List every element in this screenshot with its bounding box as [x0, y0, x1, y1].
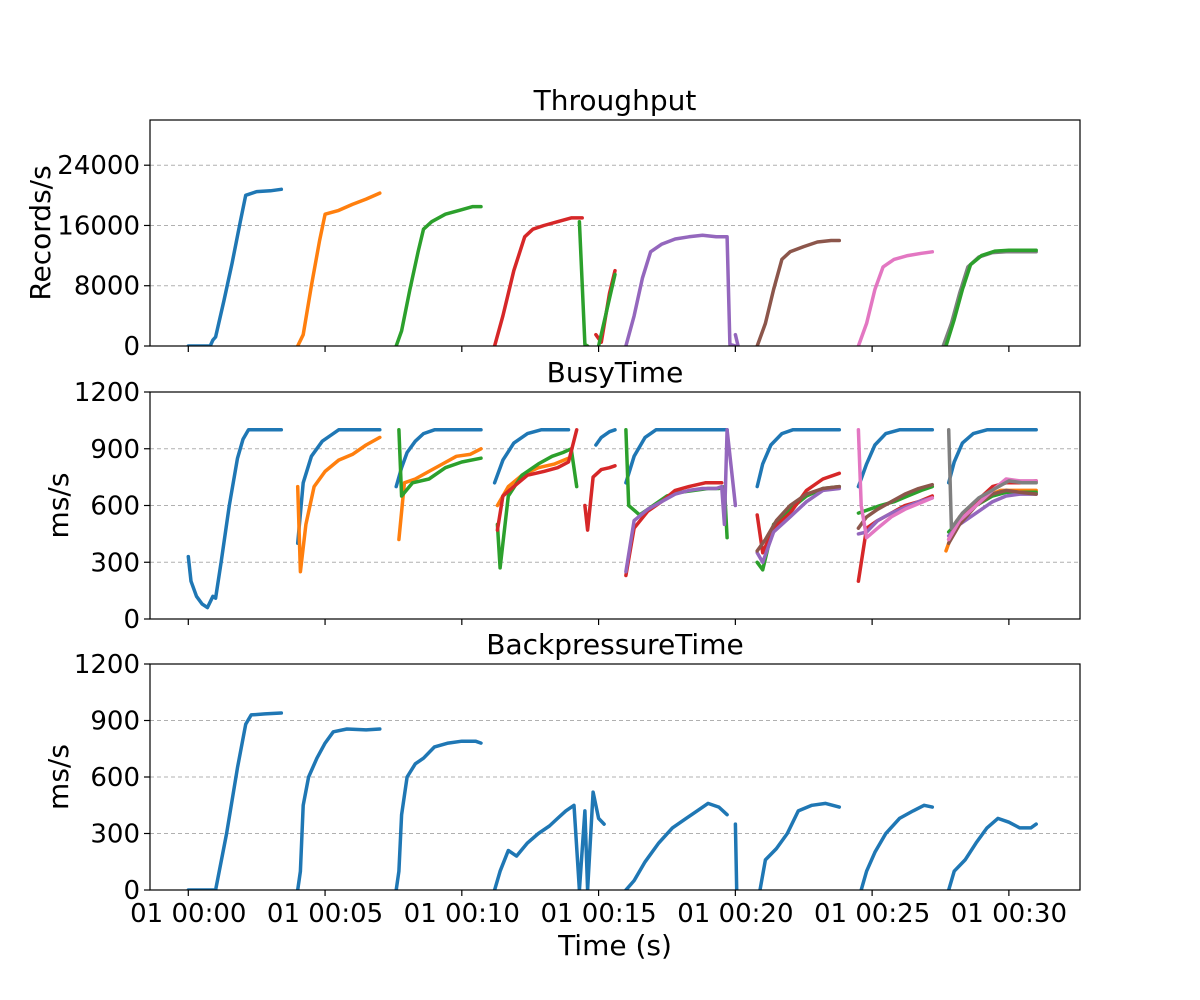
chart-panel-0: 0 8000 16000 24000 Throughput Records/s	[24, 84, 1081, 362]
y-tick-label: 0	[123, 876, 140, 906]
y-tick-label: 16000	[57, 211, 140, 241]
series-group	[186, 187, 1038, 346]
series-line-green-4-0	[577, 219, 590, 346]
series-line-blue-0-7	[856, 428, 935, 489]
series-group	[186, 711, 1038, 890]
series-line-orange-1-0	[295, 191, 382, 346]
series-line-brown-5-0	[755, 484, 842, 553]
series-line-blue-0-5	[733, 822, 739, 890]
x-tick-label: 01 00:30	[951, 899, 1067, 929]
y-tick-label: 600	[90, 492, 140, 522]
panel-title: BusyTime	[547, 356, 684, 389]
x-tick-label: 01 00:20	[677, 899, 793, 929]
x-tick-label: 01 00:10	[404, 899, 520, 929]
series-line-green-9-0	[944, 248, 1038, 346]
x-tick-label: 01 00:05	[267, 899, 383, 929]
x-axis-label: Time (s)	[557, 929, 672, 962]
series-line-gray-7-0	[946, 428, 1038, 530]
series-line-blue-0-7	[859, 803, 935, 890]
series-line-red-3-3	[755, 471, 842, 555]
series-line-red-3-0	[495, 428, 579, 532]
series-line-purple-4-1	[755, 486, 842, 565]
series-line-orange-1-1	[397, 447, 483, 542]
series-line-green-2-1	[495, 447, 579, 570]
series-line-green-4-1	[596, 272, 617, 346]
series-line-blue-0-1	[295, 428, 382, 546]
series-line-blue-0-2	[394, 739, 483, 890]
series-line-green-2-0	[394, 204, 483, 346]
series-line-blue-0-0	[186, 711, 284, 890]
series-line-pink-6-0	[856, 428, 935, 540]
y-axis-label: Records/s	[24, 165, 57, 300]
x-tick-label: 01 00:25	[814, 899, 930, 929]
y-tick-label: 0	[123, 605, 140, 635]
series-line-red-3-1	[583, 464, 617, 532]
panel-title: Throughput	[533, 84, 697, 117]
y-tick-label: 600	[90, 763, 140, 793]
series-line-orange-1-0	[295, 435, 382, 574]
series-line-blue-0-4	[624, 801, 729, 890]
series-line-blue-0-3	[492, 790, 606, 890]
y-tick-label: 1200	[74, 378, 140, 408]
series-line-blue-0-8	[946, 428, 1038, 485]
series-line-brown-6-0	[755, 238, 842, 346]
x-tick-label: 01 00:00	[130, 899, 246, 929]
series-line-blue-0-1	[295, 727, 382, 890]
panel-title: BackpressureTime	[486, 628, 743, 661]
y-tick-label: 1200	[74, 650, 140, 680]
series-line-brown-5-1	[856, 482, 935, 530]
series-line-gray-8-0	[941, 250, 1038, 346]
y-tick-label: 300	[90, 548, 140, 578]
series-line-purple-5-0	[624, 233, 738, 346]
x-tick-label: 01 00:15	[540, 899, 656, 929]
y-tick-label: 900	[90, 707, 140, 737]
series-line-purple-4-0	[624, 428, 738, 574]
series-line-blue-0-6	[758, 801, 842, 890]
series-line-blue-0-0	[186, 187, 284, 346]
series-line-red-3-0	[492, 216, 584, 346]
chart-panel-2: 0 300 600 900 1200 01 00:00 01 00:05 01 00:10 01…	[42, 628, 1081, 929]
y-tick-label: 24000	[57, 151, 140, 181]
y-tick-label: 300	[90, 820, 140, 850]
series-line-blue-0-4	[594, 428, 617, 447]
y-tick-label: 0	[123, 332, 140, 362]
y-tick-label: 8000	[74, 272, 140, 302]
series-line-purple-5-1	[733, 332, 740, 346]
series-line-blue-0-0	[186, 428, 284, 610]
chart-panel-1: 0 300 600 900 1200 BusyTime ms/s	[42, 356, 1081, 635]
series-line-brown-5-2	[946, 488, 1038, 546]
series-line-blue-0-6	[755, 428, 842, 489]
series-line-green-2-0	[397, 428, 483, 498]
series-line-blue-0-3	[492, 428, 571, 485]
series-line-blue-0-5	[624, 428, 729, 485]
series-line-blue-0-2	[394, 428, 483, 489]
plot-frame	[149, 119, 1081, 347]
series-line-pink-7-0	[856, 250, 935, 346]
y-axis-label: ms/s	[42, 744, 75, 810]
y-axis-label: ms/s	[42, 473, 75, 539]
series-line-blue-0-8	[946, 816, 1038, 890]
series-group	[186, 428, 1038, 610]
y-tick-label: 900	[90, 435, 140, 465]
